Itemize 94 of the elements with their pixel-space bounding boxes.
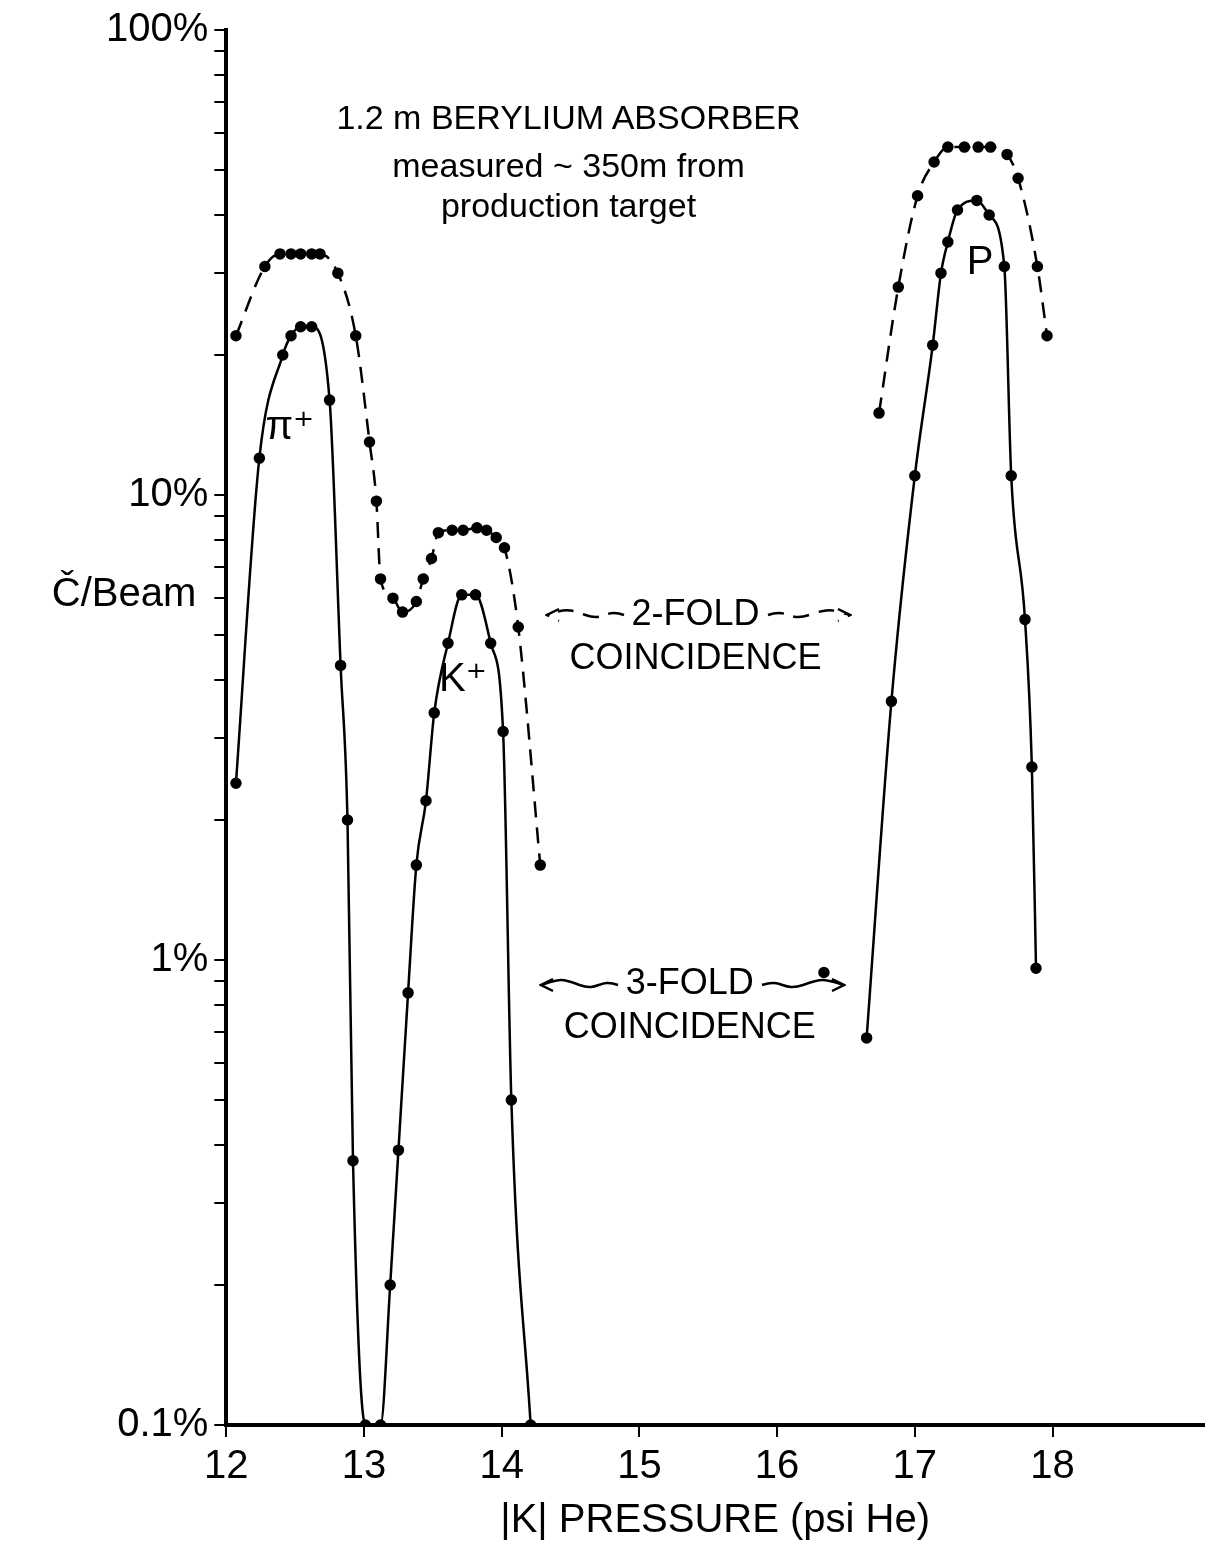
- point: [396, 606, 409, 618]
- point: [417, 573, 429, 585]
- point: [860, 1032, 873, 1044]
- x-tick-label: 15: [617, 1442, 662, 1487]
- y-tick-label: 100%: [105, 5, 209, 50]
- point: [285, 330, 297, 342]
- point: [490, 531, 502, 544]
- legend-label: 3-FOLD COINCIDENCE: [563, 961, 816, 1047]
- text: 1.2 m BERYLIUM ABSORBER: [336, 98, 801, 137]
- point: [498, 542, 511, 554]
- point: [484, 637, 497, 649]
- y-tick-label: 0.1%: [117, 1400, 209, 1445]
- point: [1001, 148, 1013, 161]
- point: [230, 777, 242, 789]
- point: [1026, 761, 1038, 773]
- annotation: K⁺: [439, 655, 487, 700]
- point: [285, 248, 297, 260]
- x-tick-label: 16: [754, 1442, 800, 1487]
- point: [350, 330, 362, 342]
- point: [471, 522, 483, 534]
- point: [410, 595, 423, 608]
- point: [428, 707, 440, 719]
- point: [818, 966, 830, 979]
- point: [341, 814, 354, 826]
- x-tick-label: 17: [892, 1442, 938, 1487]
- point: [323, 394, 336, 406]
- point: [497, 725, 509, 738]
- x-tick-label: 18: [1030, 1442, 1075, 1487]
- point: [926, 339, 939, 351]
- point: [1031, 260, 1044, 273]
- point: [230, 330, 242, 342]
- point: [928, 156, 940, 168]
- point: [942, 236, 954, 248]
- point: [911, 190, 924, 202]
- point: [432, 526, 445, 539]
- point: [294, 321, 307, 333]
- point: [505, 1094, 518, 1106]
- point: [384, 1279, 396, 1291]
- y-tick-label: 1%: [150, 935, 209, 980]
- point: [277, 349, 289, 361]
- point: [1012, 172, 1024, 184]
- point: [971, 194, 983, 207]
- point: [294, 248, 307, 260]
- point: [983, 209, 995, 221]
- point: [334, 659, 347, 672]
- point: [446, 524, 458, 536]
- y-tick-label: 10%: [128, 470, 209, 515]
- point: [469, 589, 482, 601]
- point: [1030, 962, 1042, 974]
- point: [274, 248, 286, 260]
- x-tick-label: 14: [479, 1442, 524, 1487]
- point: [998, 260, 1011, 273]
- point: [305, 321, 318, 333]
- point: [259, 260, 271, 273]
- point: [374, 573, 387, 585]
- point: [314, 248, 326, 260]
- point: [958, 141, 971, 153]
- point: [347, 1155, 359, 1167]
- annotation: π⁺: [265, 402, 315, 447]
- point: [387, 592, 399, 604]
- text: measured ~ 350m from production target: [392, 146, 745, 225]
- point: [457, 524, 469, 536]
- point: [972, 141, 984, 153]
- point: [480, 524, 493, 536]
- point: [392, 1144, 405, 1156]
- point: [442, 637, 454, 649]
- x-tick-label: 13: [341, 1442, 387, 1487]
- point: [332, 267, 344, 279]
- point: [410, 859, 423, 871]
- point: [512, 621, 524, 633]
- point: [1005, 470, 1017, 482]
- point: [935, 267, 947, 279]
- point: [909, 470, 921, 482]
- point: [534, 859, 547, 871]
- point: [1019, 613, 1031, 626]
- point: [942, 141, 954, 153]
- point: [984, 141, 997, 153]
- legend-label: 2-FOLD COINCIDENCE: [569, 591, 822, 677]
- point: [873, 407, 885, 419]
- point: [363, 436, 376, 448]
- point: [885, 695, 898, 708]
- point: [1041, 330, 1053, 342]
- point: [951, 204, 964, 216]
- point: [456, 589, 468, 601]
- point: [425, 552, 438, 565]
- point: [892, 281, 905, 293]
- annotation: P: [966, 238, 994, 282]
- point: [420, 795, 432, 807]
- point: [253, 452, 266, 464]
- x-axis-title: |K| PRESSURE (psi He): [500, 1496, 931, 1541]
- y-axis-title: Č/Beam: [51, 570, 197, 615]
- point: [370, 495, 383, 507]
- point: [402, 987, 414, 999]
- x-tick-label: 12: [204, 1442, 249, 1487]
